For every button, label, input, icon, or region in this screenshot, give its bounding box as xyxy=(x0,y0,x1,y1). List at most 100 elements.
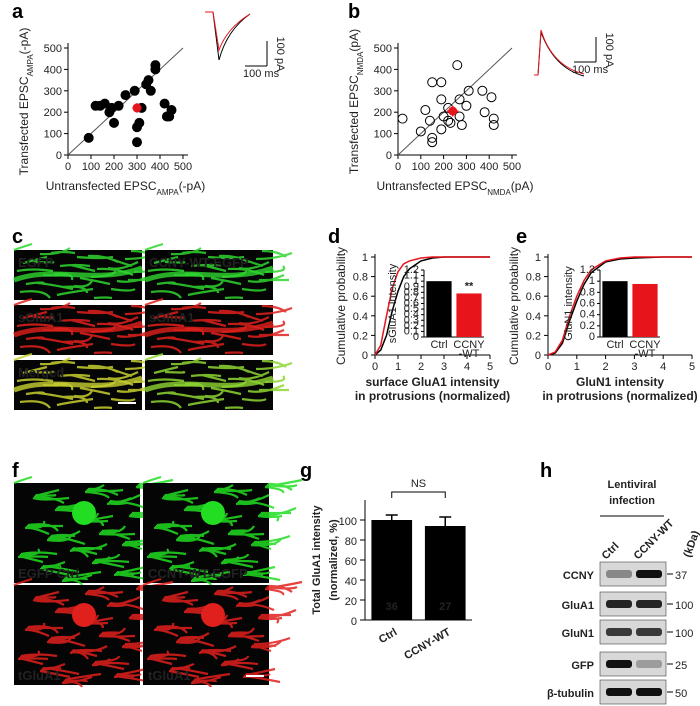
blot-band xyxy=(606,688,632,696)
scale-label: 100 ms xyxy=(243,68,280,80)
x-tick-label: 2 xyxy=(418,361,424,373)
x-tick-label: 100 xyxy=(82,161,100,173)
panel-letter: e xyxy=(516,226,527,248)
x-tick-label: 0 xyxy=(395,161,401,173)
y-axis-label: Transfected EPSCNMDA(pA) xyxy=(347,29,365,174)
x-tick-label: 1 xyxy=(574,361,580,373)
y-tick-label: 100 xyxy=(339,516,357,528)
blot-band xyxy=(606,628,632,636)
inset-category: CCNY -WT xyxy=(629,339,661,360)
soma xyxy=(201,501,225,525)
data-point xyxy=(83,132,94,143)
x-tick-label: 500 xyxy=(174,161,192,173)
image-label: sGluA1 xyxy=(18,310,64,325)
x-tick-label: 200 xyxy=(434,161,452,173)
inset-y-tick-label: 0.3 xyxy=(404,314,419,326)
marker-label: 100 xyxy=(675,600,693,612)
y-tick-label: 40 xyxy=(345,576,357,588)
data-point xyxy=(150,60,161,71)
identity-line xyxy=(397,47,513,156)
dendrite xyxy=(144,265,274,283)
x-axis-label: GluN1 intensity xyxy=(576,375,664,389)
cumulative-line xyxy=(547,256,692,356)
inset-y-tick-label: 0.9 xyxy=(404,281,419,293)
inset-y-tick-label: 0.2 xyxy=(404,320,419,332)
x-tick-label: 0 xyxy=(65,161,71,173)
y-tick-label: 0 xyxy=(362,350,368,362)
inset-y-tick-label: 0.5 xyxy=(404,303,419,315)
y-tick-label: 0 xyxy=(386,150,392,162)
data-point xyxy=(104,107,115,118)
inset-y-tick-label: 0.1 xyxy=(404,325,419,337)
y-tick-label: 100 xyxy=(374,129,392,141)
y-axis-label: Cumulative probability xyxy=(334,247,348,365)
data-point xyxy=(145,85,156,96)
inset-category: CCNY -WT xyxy=(453,339,485,360)
inset-y-tick-label: 0.6 xyxy=(580,298,595,310)
blot-band xyxy=(636,600,662,608)
row-label: CCNY xyxy=(563,570,595,582)
panel-letter: g xyxy=(300,460,312,482)
x-tick-label: 200 xyxy=(105,161,123,173)
x-tick-label: 5 xyxy=(689,361,695,373)
image-label: CCNY-WT-EGFP xyxy=(148,566,248,581)
blot-band xyxy=(636,628,662,636)
y-tick-label: 300 xyxy=(374,86,392,98)
inset-y-tick-label: 0.6 xyxy=(404,298,419,310)
x-tick-label: 3 xyxy=(441,361,447,373)
soma xyxy=(201,603,225,627)
y-axis-label: Transfected EPSCAMPA(-pA) xyxy=(17,28,35,176)
data-point xyxy=(443,115,454,126)
dendrite xyxy=(144,375,274,393)
panel-letter: h xyxy=(540,460,552,482)
x-tick-label: 300 xyxy=(128,161,146,173)
label-text: Transfected EPSC xyxy=(347,75,361,174)
trace-transfected xyxy=(205,11,251,52)
blot-header: Lentiviral xyxy=(608,479,657,491)
micrograph-signal xyxy=(13,352,162,410)
panel-letter: d xyxy=(328,226,340,248)
n-label: 36 xyxy=(386,601,398,613)
inset-category: Ctrl xyxy=(606,339,623,351)
image-label: tGluA1 xyxy=(148,668,191,683)
data-point xyxy=(109,117,119,128)
data-point xyxy=(445,117,456,128)
inset-y-label: sGluA1 intensity xyxy=(387,263,399,343)
blot-band xyxy=(606,600,632,608)
y-tick-label: 0.4 xyxy=(353,311,368,323)
marker-label: 50 xyxy=(675,688,687,700)
bar xyxy=(371,520,413,620)
label-sub: AMPA xyxy=(26,54,35,77)
x-tick-label: 400 xyxy=(480,161,498,173)
y-tick-label: 20 xyxy=(345,596,357,608)
inset-y-tick-label: 0.4 xyxy=(404,309,419,321)
y-tick-label: 0 xyxy=(535,350,541,362)
dendrite xyxy=(13,375,143,393)
row-label: GFP xyxy=(571,660,594,672)
label-sub: AMPA xyxy=(156,188,179,197)
label-unit: (pA) xyxy=(511,179,534,193)
image-label: CCNY-WT-EGFP xyxy=(149,255,249,270)
blot-header: infection xyxy=(609,495,655,507)
marker-label: 25 xyxy=(675,660,687,672)
y-tick-label: 0.2 xyxy=(353,330,368,342)
y-tick-label: 400 xyxy=(44,64,62,76)
inset-bar xyxy=(632,283,658,337)
x-axis-label: in protrusions (normalized) xyxy=(542,389,697,403)
data-point xyxy=(436,77,447,88)
label-text: Transfected EPSC xyxy=(17,76,31,175)
inset-y-tick-label: 1.1 xyxy=(404,270,419,282)
dendrite xyxy=(144,320,274,338)
inset-category-line: -WT xyxy=(459,348,480,360)
inset-category: Ctrl xyxy=(430,339,447,351)
panel-letter: a xyxy=(12,1,24,23)
data-point xyxy=(166,105,177,116)
x-tick-label: 5 xyxy=(487,361,493,373)
x-tick-label: 4 xyxy=(660,361,666,373)
blot-band xyxy=(606,660,632,668)
x-tick-label: 0 xyxy=(545,361,551,373)
inset-y-tick-label: 1 xyxy=(413,275,419,287)
y-tick-label: 0.2 xyxy=(526,330,541,342)
dendrite xyxy=(13,265,143,283)
